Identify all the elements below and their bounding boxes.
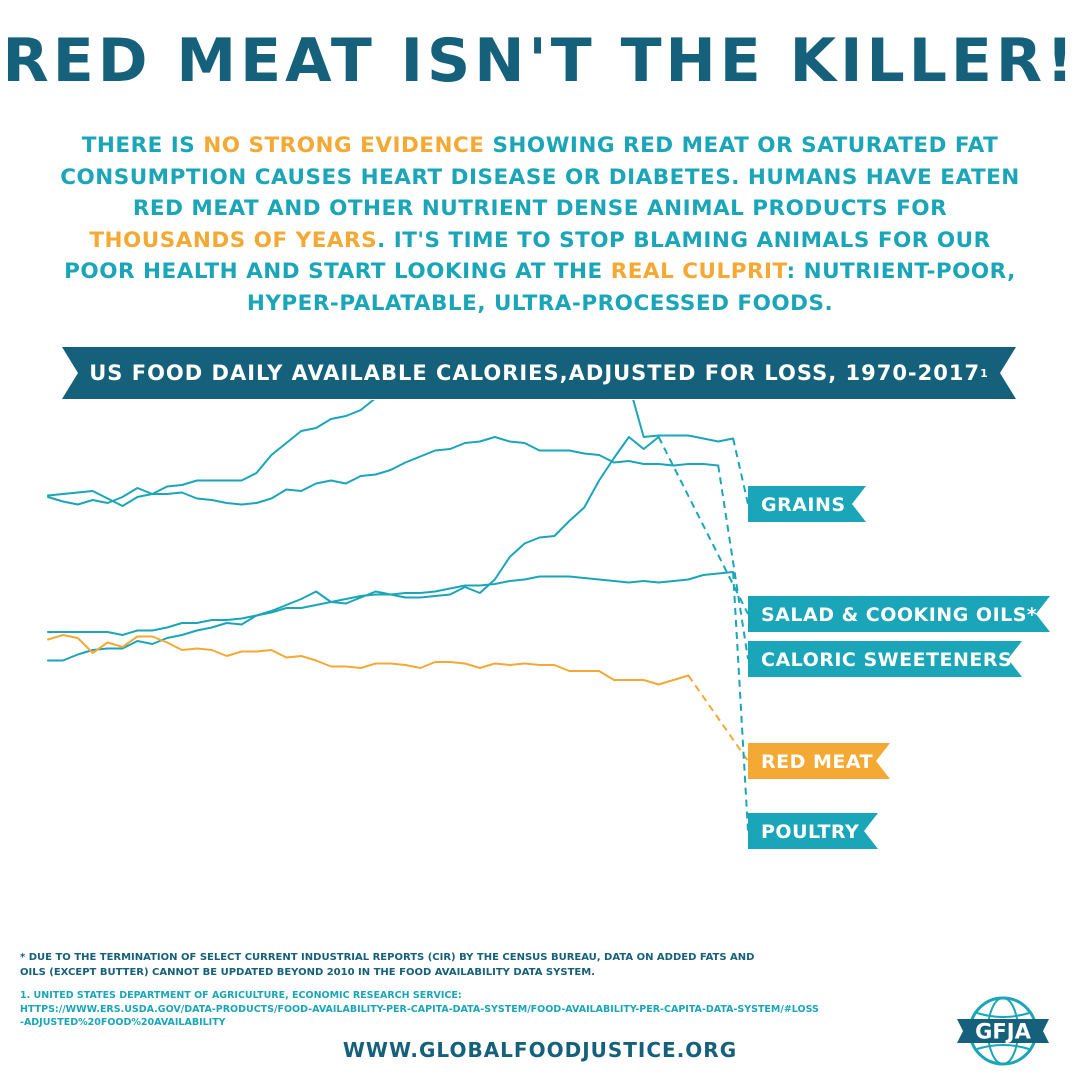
series-label-red-meat: RED MEAT [761, 751, 873, 773]
series-flag-caloric-sweeteners [748, 641, 1022, 677]
series-flag-salad-cooking-oils [748, 596, 1050, 632]
chart-title-text: US FOOD DAILY AVAILABLE CALORIES,ADJUSTE… [89, 361, 981, 385]
source-label: 1. UNITED STATES DEPARTMENT OF AGRICULTU… [20, 990, 462, 1001]
logo-ribbon [957, 1019, 1049, 1043]
series-label-grains: GRAINS [761, 494, 846, 516]
chart-title-footnote-ref: 1 [980, 366, 989, 380]
intro-text: THERE IS NO STRONG EVIDENCE SHOWING RED … [60, 130, 1020, 319]
oils-footnote: * DUE TO THE TERMINATION OF SELECT CURRE… [20, 952, 755, 978]
series-extension-grains [732, 438, 749, 505]
series-flag-poultry [748, 813, 878, 849]
series-line-salad-cooking-oils [47, 436, 660, 662]
series-line-poultry [47, 571, 735, 636]
intro-line-4: THOUSANDS OF YEARS. IT'S TIME TO STOP BL… [89, 227, 991, 253]
series-extension-red-meat [687, 674, 749, 762]
source-citation: 1. UNITED STATES DEPARTMENT OF AGRICULTU… [20, 989, 820, 1030]
logo-text: GFJA [975, 1020, 1031, 1044]
series-line-grains [47, 400, 735, 506]
series-flag-red-meat [748, 743, 890, 779]
line-chart: GRAINS SALAD & COOKING OILS* CALORIC SWEET… [47, 400, 1050, 849]
series-label-poultry: POULTRY [761, 821, 859, 843]
series-label-caloric-sweeteners: CALORIC SWEETENERS [761, 649, 1012, 671]
intro-line-1: THERE IS NO STRONG EVIDENCE SHOWING RED … [81, 133, 999, 158]
intro-line-5: POOR HEALTH AND START LOOKING AT THE REA… [64, 259, 1016, 284]
series-extension-salad-cooking-oils [657, 436, 749, 615]
source-url[interactable]: HTTPS://WWW.ERS.USDA.GOV/DATA-PRODUCTS/F… [20, 1003, 819, 1029]
series-label-salad-cooking-oils: SALAD & COOKING OILS* [761, 604, 1037, 626]
chart-title-ribbon [62, 347, 1016, 399]
chart-title: US FOOD DAILY AVAILABLE CALORIES,ADJUSTE… [62, 347, 1016, 399]
gfja-logo: GFJA [957, 996, 1049, 1066]
intro-line-6: HYPER-PALATABLE, ULTRA-PROCESSED FOODS. [246, 290, 834, 316]
intro-line-2: CONSUMPTION CAUSES HEART DISEASE OR DIAB… [60, 164, 1020, 190]
series-line-red-meat [47, 634, 690, 686]
page-title: RED MEAT ISN'T THE KILLER! [2, 26, 1078, 96]
series-line-caloric-sweeteners [47, 436, 720, 507]
intro-line-3: RED MEAT AND OTHER NUTRIENT DENSE ANIMAL… [132, 196, 948, 221]
series-flag-grains [748, 486, 866, 522]
series-extension-caloric-sweeteners [717, 465, 749, 660]
website-link[interactable]: WWW.GLOBALFOODJUSTICE.ORG [342, 1038, 738, 1062]
series-extension-poultry [732, 571, 749, 832]
